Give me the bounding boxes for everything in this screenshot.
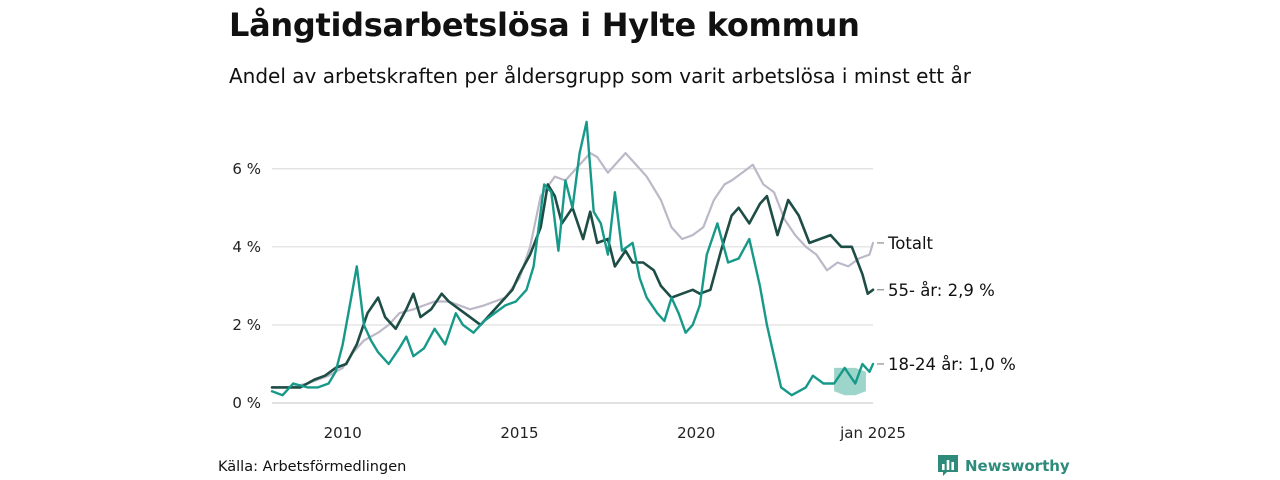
series-line-age18 [270,120,875,397]
gridlines [272,168,873,404]
x-axis-labels: 2010 2015 2020 jan 2025 [324,424,906,442]
brand-name: Newsworthy [965,457,1070,475]
band-area [834,367,866,396]
y-tick-label: 4 % [232,238,261,256]
y-axis-labels: 0 % 2 % 4 % 6 % [232,160,261,412]
brand-logo: Newsworthy [938,455,1070,477]
x-tick-label: 2020 [677,424,715,442]
end-label-age55: 55- år: 2,9 % [888,281,995,300]
series-line-age55 [270,183,875,389]
x-tick-label: 2015 [500,424,538,442]
series-end-labels: Totalt 55- år: 2,9 % 18-24 år: 1,0 % [877,234,1016,374]
series-line-total [270,152,875,389]
end-label-age18: 18-24 år: 1,0 % [888,355,1016,374]
series-lines [270,120,875,397]
end-label-total: Totalt [887,234,934,253]
y-tick-label: 0 % [232,394,261,412]
x-tick-label: 2010 [324,424,362,442]
source-note: Källa: Arbetsförmedlingen [218,459,407,475]
x-tick-label: jan 2025 [839,424,906,442]
confidence-band [834,367,866,396]
y-tick-label: 6 % [232,160,261,178]
chart-title: Långtidsarbetslösa i Hylte kommun [229,6,860,44]
bar-chart-icon [938,455,958,476]
chart-subtitle: Andel av arbetskraften per åldersgrupp s… [229,64,971,88]
y-tick-label: 2 % [232,316,261,334]
